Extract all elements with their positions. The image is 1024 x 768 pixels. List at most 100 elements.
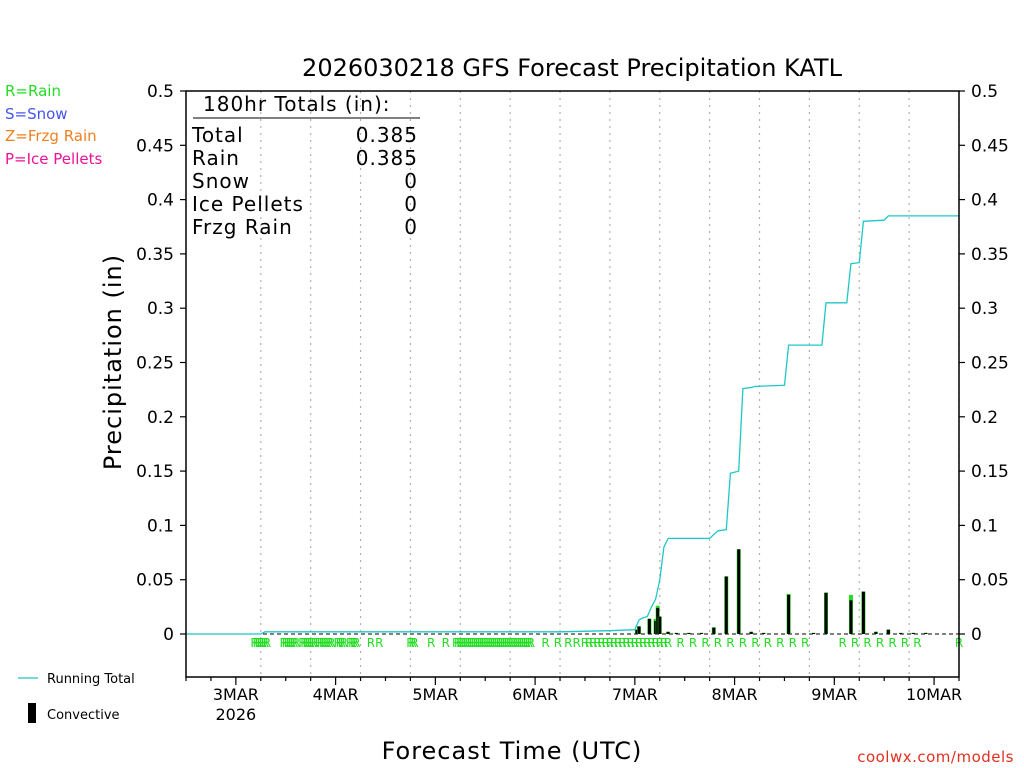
rain-type-mark: R — [485, 636, 493, 650]
rain-type-mark: R — [319, 636, 327, 650]
rain-type-mark: R — [631, 636, 639, 650]
rain-type-mark: R — [581, 636, 589, 650]
rain-type-mark: R — [259, 636, 267, 650]
bars-layer — [634, 549, 928, 634]
y-tick-label-left: 0.5 — [147, 82, 174, 102]
rain-type-mark: R — [317, 636, 325, 650]
totals-value: 0 — [404, 215, 418, 239]
x-tick-label: 3MAR — [213, 685, 259, 704]
rain-type-mark: R — [656, 636, 664, 650]
rain-type-mark: R — [525, 636, 533, 650]
rain-type-mark: R — [288, 636, 296, 650]
rain-type-mark: R — [427, 636, 435, 650]
rain-type-mark: R — [315, 636, 323, 650]
rain-type-mark: R — [452, 636, 460, 650]
rain-type-mark: R — [464, 636, 472, 650]
rain-type-mark: R — [647, 636, 655, 650]
y-tick-label-right: 0 — [971, 625, 982, 645]
rain-type-mark: R — [304, 636, 312, 650]
rain-type-mark: R — [523, 636, 531, 650]
convective-bar — [737, 549, 741, 634]
grid-layer — [186, 91, 960, 677]
rain-type-mark: R — [660, 636, 668, 650]
x-tick-label: 5MAR — [412, 685, 458, 704]
chart-title: 2026030218 GFS Forecast Precipitation KA… — [302, 54, 843, 82]
legend-snow: S=Snow — [5, 105, 68, 123]
convective-legend-label: Convective — [47, 708, 120, 723]
axes: 0 00.05 0.050.1 0.10.15 0.150.2 0.20.25 0.250.… — [136, 82, 1009, 724]
rain-type-mark: R — [302, 636, 310, 650]
y-tick-label-left: 0.4 — [147, 191, 174, 211]
rain-type-mark: R — [651, 636, 659, 650]
x-tick-label: 9MAR — [811, 685, 857, 704]
rain-type-mark: R — [701, 636, 709, 650]
rain-type-mark: R — [311, 636, 319, 650]
rain-type-mark: R — [676, 636, 684, 650]
totals-value: 0 — [404, 169, 418, 193]
rain-type-mark: R — [442, 636, 450, 650]
totals-rows: Total 0.385 Rain 0.385 Snow 0 Ice Pellets 0 Frzg… — [191, 123, 418, 239]
convective-bar — [724, 576, 728, 634]
y-tick-label-right: 0.05 — [971, 571, 1009, 591]
rain-type-mark: R — [282, 636, 290, 650]
convective-bar — [749, 631, 753, 634]
rain-type-mark: R — [508, 636, 516, 650]
y-tick-label-right: 0.25 — [971, 354, 1009, 374]
rain-type-mark: R — [458, 636, 466, 650]
rain-type-mark: R — [263, 636, 271, 650]
convective-bar — [787, 594, 791, 634]
y-axis-label: Precipitation (in) — [99, 254, 127, 470]
rain-type-mark: R — [502, 636, 510, 650]
rain-type-mark: R — [460, 636, 468, 650]
rain-type-mark: R — [618, 636, 626, 650]
rain-type-mark: R — [541, 636, 549, 650]
rain-type-mark: R — [593, 636, 601, 650]
y-tick-label-right: 0.4 — [971, 191, 998, 211]
convective-bar — [849, 600, 853, 634]
y-tick-label-left: 0.2 — [147, 408, 174, 428]
convective-bar — [687, 632, 691, 634]
y-tick-label-right: 0.2 — [971, 408, 998, 428]
rain-type-mark: R — [496, 636, 504, 650]
y-tick-label-right: 0.35 — [971, 245, 1009, 265]
y-tick-label-left: 0.3 — [147, 299, 174, 319]
x-tick-sublabel: 2026 — [216, 705, 257, 724]
rain-type-mark: R — [286, 636, 294, 650]
rain-type-mark: R — [406, 636, 414, 650]
rain-type-mark: R — [500, 636, 508, 650]
totals-label: Frzg Rain — [192, 215, 293, 239]
convective-legend-swatch — [28, 703, 36, 723]
rain-type-mark: R — [298, 636, 306, 650]
rain-type-mark: R — [487, 636, 495, 650]
rain-type-mark: R — [639, 636, 647, 650]
y-tick-label-left: 0.1 — [147, 516, 174, 536]
line-layer — [186, 215, 959, 635]
rain-type-mark: R — [327, 636, 335, 650]
rain-type-mark: R — [261, 636, 269, 650]
rain-type-mark: R — [340, 636, 348, 650]
rain-type-mark: R — [714, 636, 722, 650]
convective-bar — [674, 632, 678, 634]
rain-type-mark: R — [726, 636, 734, 650]
rain-type-mark: R — [284, 636, 292, 650]
rain-type-mark: R — [489, 636, 497, 650]
rain-type-mark: R — [512, 636, 520, 650]
rain-type-mark: R — [585, 636, 593, 650]
convective-bar — [861, 591, 865, 634]
y-tick-label-right: 0.15 — [971, 462, 1009, 482]
y-tick-label-right: 0.45 — [971, 136, 1009, 156]
legend-frzg-rain: Z=Frzg Rain — [5, 127, 97, 145]
rain-type-mark: R — [514, 636, 522, 650]
rain-type-mark: R — [483, 636, 491, 650]
totals-value: 0.385 — [356, 146, 418, 170]
rain-type-mark: R — [739, 636, 747, 650]
rain-type-mark: R — [375, 636, 383, 650]
convective-bar — [886, 629, 890, 634]
y-tick-label-right: 0.3 — [971, 299, 998, 319]
convective-bar — [656, 607, 660, 634]
rain-type-mark: R — [789, 636, 797, 650]
rain-type-mark: R — [309, 636, 317, 650]
rain-type-mark: R — [876, 636, 884, 650]
rain-type-mark: R — [516, 636, 524, 650]
rain-type-mark: R — [352, 636, 360, 650]
